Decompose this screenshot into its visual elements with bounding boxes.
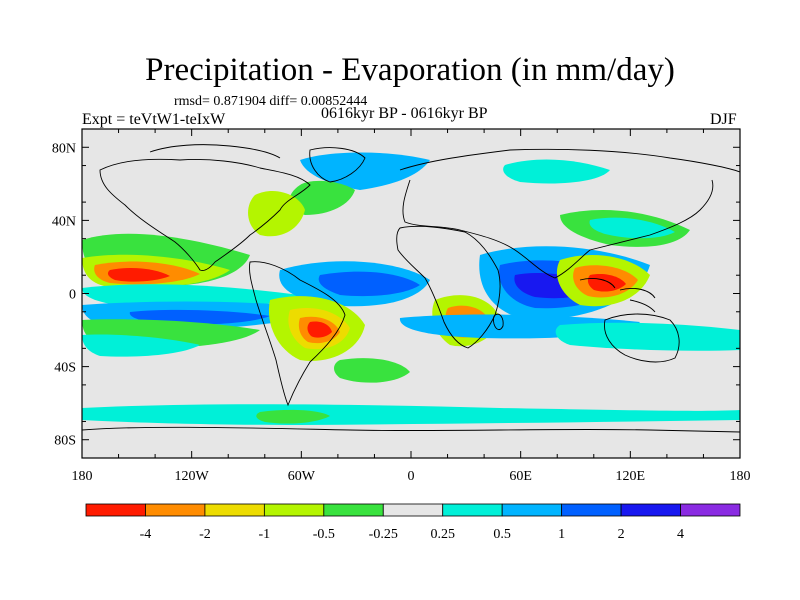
colorbar-swatch [85, 503, 146, 517]
colorbar-swatch [204, 503, 265, 517]
colorbar-swatch [442, 503, 503, 517]
colorbar-swatch [620, 503, 681, 517]
colorbar-swatch [323, 503, 384, 517]
colorbar-swatch [561, 503, 622, 517]
colorbar-swatch [680, 503, 741, 517]
map-plot-area [82, 129, 740, 458]
colorbar-label: 0.5 [493, 527, 511, 542]
season-label: DJF [710, 111, 737, 128]
period-label: 0616kyr BP - 0616kyr BP [321, 105, 488, 122]
lon-tick-label: 120E [616, 469, 646, 484]
colorbar-swatch [382, 503, 444, 517]
lon-tick-label: 60W [288, 469, 316, 484]
map-ticks: 80N 40N 0 40S 80S 180 120W 60W 0 60E 120E 180 [52, 128, 751, 484]
colorbar-swatch [263, 503, 325, 517]
colorbar-label: 1 [558, 527, 565, 542]
lat-tick-label: 40N [52, 214, 76, 229]
colorbar-swatch [501, 503, 563, 517]
lon-tick-label: 120W [175, 469, 210, 484]
lat-tick-label: 80N [52, 141, 76, 156]
colorbar-label: -2 [199, 527, 211, 542]
lon-tick-label: 60E [509, 469, 532, 484]
lon-tick-label: 0 [408, 469, 415, 484]
lat-tick-label: 80S [54, 434, 76, 449]
colorbar-label: 0.25 [430, 527, 455, 542]
lat-tick-label: 40S [54, 361, 76, 376]
lon-tick-label: 180 [72, 469, 93, 484]
lat-tick-label: 0 [69, 288, 76, 303]
colorbar-label: 2 [618, 527, 625, 542]
coastlines [82, 144, 740, 433]
colorbar-swatch [145, 503, 206, 517]
colorbar-label: 4 [677, 527, 684, 542]
pme-field [82, 152, 740, 425]
colorbar-label: -1 [259, 527, 271, 542]
colorbar: -4 -2 -1 -0.5 -0.25 0.25 0.5 1 2 4 [85, 503, 741, 542]
colorbar-label: -4 [140, 527, 152, 542]
experiment-label: Expt = teVtW1-teIxW [82, 111, 226, 128]
lon-tick-label: 180 [730, 469, 751, 484]
colorbar-label: -0.5 [313, 527, 335, 542]
map-title: Precipitation - Evaporation (in mm/day) [145, 52, 675, 88]
colorbar-label: -0.25 [369, 527, 398, 542]
stats-label: rmsd= 0.871904 diff= 0.00852444 [174, 94, 368, 109]
